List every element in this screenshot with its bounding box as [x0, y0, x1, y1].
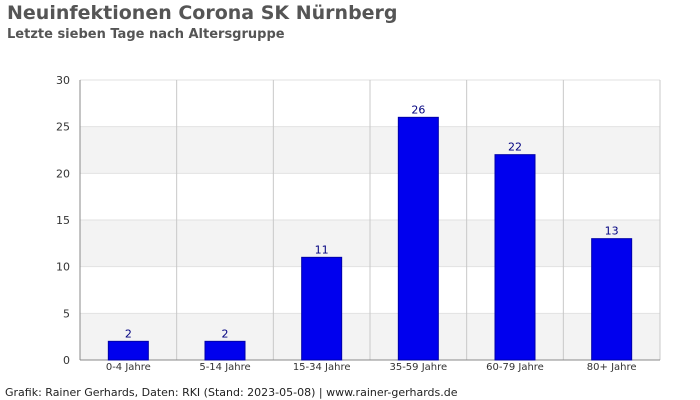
data-label: 26	[411, 103, 425, 116]
footer-credit: Grafik: Rainer Gerhards, Daten: RKI (Sta…	[5, 386, 458, 399]
x-tick-label: 60-79 Jahre	[486, 362, 544, 373]
bar	[301, 256, 343, 361]
bars	[107, 116, 633, 361]
chart-subtitle: Letzte sieben Tage nach Altersgruppe	[7, 27, 285, 42]
y-tick-label: 5	[63, 307, 70, 320]
y-tick-label: 25	[56, 121, 70, 134]
y-tick-label: 30	[56, 74, 70, 87]
bar	[494, 154, 536, 361]
labels: 0 5 10 15 20 25 30 2 0-4 Jahre 2 5-14 Jahre 11 15-34…	[56, 74, 637, 373]
bar	[204, 340, 246, 361]
bar	[397, 116, 439, 361]
y-tick-label: 10	[56, 261, 70, 274]
data-label: 2	[125, 327, 132, 340]
x-tick-label: 80+ Jahre	[587, 362, 637, 373]
data-label: 11	[315, 243, 329, 256]
x-tick-label: 35-59 Jahre	[389, 362, 447, 373]
data-label: 22	[508, 141, 522, 154]
x-tick-label: 15-34 Jahre	[293, 362, 351, 373]
x-tick-label: 0-4 Jahre	[106, 362, 151, 373]
bar	[107, 340, 149, 361]
bar	[591, 238, 633, 361]
axes	[79, 80, 660, 361]
x-tick-label: 5-14 Jahre	[199, 362, 250, 373]
data-label: 2	[222, 327, 229, 340]
chart-title: Neuinfektionen Corona SK Nürnberg	[7, 2, 398, 24]
y-tick-label: 0	[63, 354, 70, 367]
y-tick-label: 20	[56, 167, 70, 180]
data-label: 13	[605, 225, 619, 238]
y-tick-label: 15	[56, 214, 70, 227]
